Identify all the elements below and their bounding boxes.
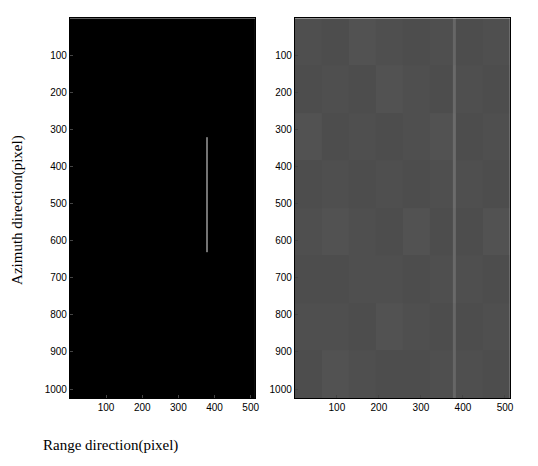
svg-text:900: 900 xyxy=(50,346,67,357)
svg-text:100: 100 xyxy=(275,50,292,61)
svg-text:400: 400 xyxy=(50,161,67,172)
svg-text:700: 700 xyxy=(50,272,67,283)
svg-text:500: 500 xyxy=(242,402,259,413)
svg-text:800: 800 xyxy=(50,309,67,320)
svg-text:300: 300 xyxy=(50,124,67,135)
svg-text:900: 900 xyxy=(275,346,292,357)
svg-text:200: 200 xyxy=(50,87,67,98)
svg-text:1000: 1000 xyxy=(45,384,68,395)
svg-text:400: 400 xyxy=(206,402,223,413)
svg-text:400: 400 xyxy=(455,402,472,413)
svg-text:300: 300 xyxy=(413,402,430,413)
svg-text:400: 400 xyxy=(275,161,292,172)
svg-text:100: 100 xyxy=(50,50,67,61)
svg-text:800: 800 xyxy=(275,309,292,320)
svg-text:Range direction(pixel): Range direction(pixel) xyxy=(43,437,178,454)
svg-text:300: 300 xyxy=(275,124,292,135)
svg-text:200: 200 xyxy=(134,402,151,413)
svg-text:600: 600 xyxy=(50,235,67,246)
svg-text:500: 500 xyxy=(497,402,514,413)
svg-text:700: 700 xyxy=(275,272,292,283)
svg-text:200: 200 xyxy=(275,87,292,98)
svg-text:1000: 1000 xyxy=(270,384,293,395)
svg-text:100: 100 xyxy=(98,402,115,413)
svg-text:500: 500 xyxy=(275,198,292,209)
svg-text:500: 500 xyxy=(50,198,67,209)
svg-text:100: 100 xyxy=(329,402,346,413)
svg-text:300: 300 xyxy=(170,402,187,413)
svg-text:Azimuth direction(pixel): Azimuth direction(pixel) xyxy=(9,135,26,285)
svg-text:600: 600 xyxy=(275,235,292,246)
svg-text:200: 200 xyxy=(371,402,388,413)
